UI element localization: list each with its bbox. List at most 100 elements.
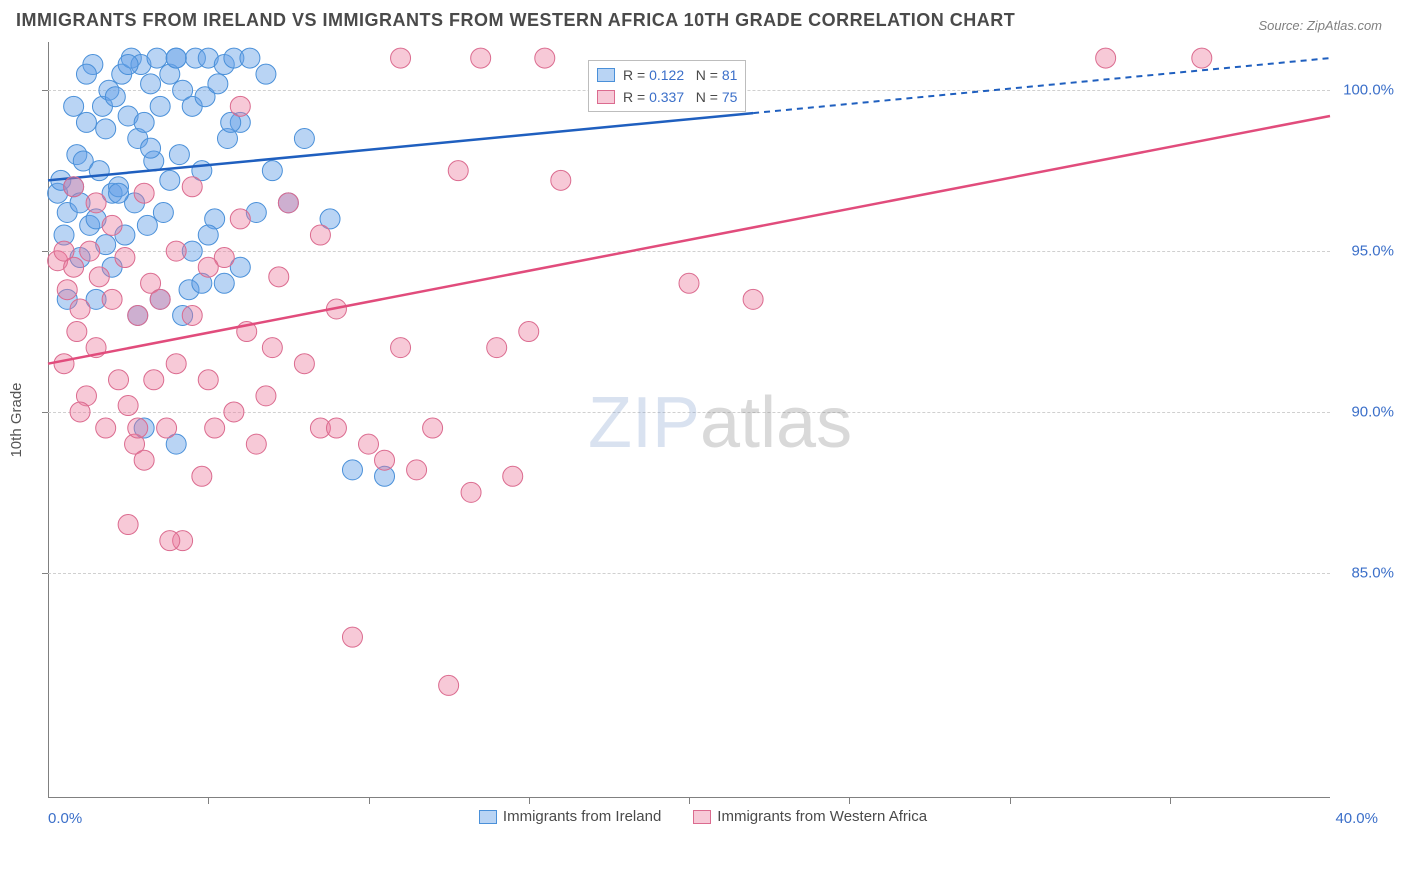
legend-text: R = 0.122 N = 81 [623,64,737,86]
legend-swatch-wafrica [597,90,615,104]
data-point-wafrica [86,193,106,213]
x-tick-mark [529,798,530,804]
data-point-wafrica [256,386,276,406]
data-point-wafrica [70,402,90,422]
data-point-wafrica [230,209,250,229]
bottom-legend-item-wafrica: Immigrants from Western Africa [693,808,927,825]
legend-box: R = 0.122 N = 81R = 0.337 N = 75 [588,60,746,112]
data-point-ireland [76,64,96,84]
y-tick-label: 100.0% [1334,82,1394,99]
data-point-ireland [150,96,170,116]
data-point-wafrica [375,450,395,470]
data-point-wafrica [67,322,87,342]
data-point-wafrica [89,267,109,287]
data-point-wafrica [118,396,138,416]
data-point-wafrica [342,627,362,647]
y-tick-label: 90.0% [1334,403,1394,420]
data-point-wafrica [1192,48,1212,68]
data-point-wafrica [439,675,459,695]
data-point-wafrica [166,241,186,261]
data-point-ireland [105,87,125,107]
x-tick-mark [369,798,370,804]
y-tick-label: 95.0% [1334,243,1394,260]
data-point-ireland [294,129,314,149]
bottom-legend-swatch-ireland [479,810,497,824]
data-point-wafrica [205,418,225,438]
data-point-wafrica [278,193,298,213]
bottom-legend-swatch-wafrica [693,810,711,824]
data-point-wafrica [310,225,330,245]
data-point-wafrica [269,267,289,287]
data-point-ireland [64,96,84,116]
bottom-legend: Immigrants from Ireland Immigrants from W… [0,808,1406,828]
bottom-legend-label: Immigrants from Western Africa [717,808,927,825]
data-point-wafrica [80,241,100,261]
data-point-wafrica [102,215,122,235]
data-point-wafrica [198,257,218,277]
data-point-wafrica [166,354,186,374]
data-point-wafrica [70,299,90,319]
chart-title: IMMIGRANTS FROM IRELAND VS IMMIGRANTS FR… [16,10,1015,31]
legend-row-ireland: R = 0.122 N = 81 [597,64,737,86]
data-point-ireland [96,119,116,139]
data-point-wafrica [198,370,218,390]
data-point-wafrica [160,531,180,551]
data-point-wafrica [115,248,135,268]
data-point-ireland [118,55,138,75]
data-point-wafrica [391,338,411,358]
legend-text: R = 0.337 N = 75 [623,86,737,108]
data-point-wafrica [743,289,763,309]
data-point-wafrica [359,434,379,454]
data-point-ireland [147,48,167,68]
data-point-wafrica [471,48,491,68]
data-point-wafrica [423,418,443,438]
data-point-wafrica [230,96,250,116]
data-point-wafrica [262,338,282,358]
data-point-wafrica [96,418,116,438]
data-point-ireland [89,161,109,181]
data-point-wafrica [102,289,122,309]
data-point-ireland [256,64,276,84]
data-point-wafrica [64,177,84,197]
x-tick-mark [208,798,209,804]
data-point-ireland [141,74,161,94]
data-point-wafrica [144,370,164,390]
source-label: Source: ZipAtlas.com [1258,18,1382,33]
data-point-ireland [160,170,180,190]
data-point-wafrica [54,354,74,374]
data-point-ireland [109,183,129,203]
plot-area: 85.0%90.0%95.0%100.0% ZIPatlas R = 0.122… [48,42,1330,798]
data-point-wafrica [128,305,148,325]
x-tick-mark [1170,798,1171,804]
trendline-wafrica [48,116,1330,364]
data-point-wafrica [461,482,481,502]
data-point-ireland [134,112,154,132]
data-point-wafrica [182,177,202,197]
data-point-wafrica [391,48,411,68]
data-point-ireland [166,48,186,68]
legend-swatch-ireland [597,68,615,82]
data-point-wafrica [182,305,202,325]
data-point-wafrica [150,289,170,309]
data-point-wafrica [448,161,468,181]
data-point-ireland [76,112,96,132]
data-point-wafrica [57,280,77,300]
data-point-ireland [214,273,234,293]
data-point-wafrica [503,466,523,486]
data-point-wafrica [246,434,266,454]
data-point-ireland [342,460,362,480]
data-point-wafrica [487,338,507,358]
data-point-ireland [169,145,189,165]
data-point-wafrica [519,322,539,342]
data-point-wafrica [128,418,148,438]
data-point-ireland [153,203,173,223]
data-point-wafrica [192,466,212,486]
data-point-wafrica [326,418,346,438]
y-tick-label: 85.0% [1334,564,1394,581]
x-tick-mark [849,798,850,804]
bottom-legend-label: Immigrants from Ireland [503,808,661,825]
trendline-dashed-ireland [753,58,1330,113]
data-point-ireland [141,138,161,158]
data-point-wafrica [118,515,138,535]
data-point-wafrica [679,273,699,293]
